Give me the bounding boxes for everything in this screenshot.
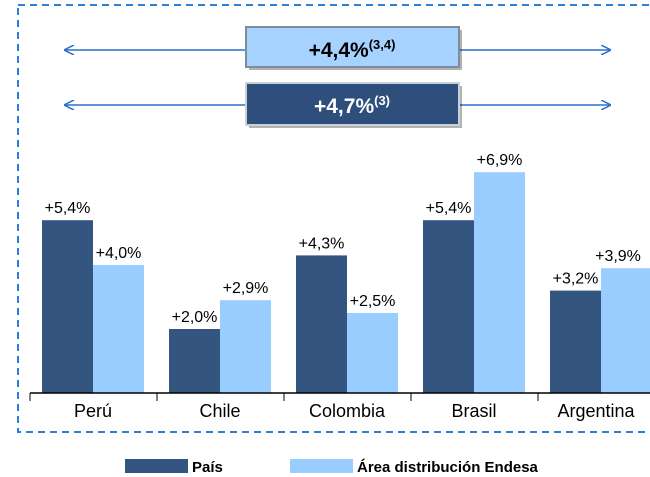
annotation-box [245, 26, 460, 68]
annotation: +4,7%(3) [314, 93, 390, 118]
value-label: +3,9% [595, 248, 641, 265]
value-label: +6,9% [477, 152, 523, 169]
value-label: +3,2% [553, 271, 599, 288]
value-label: +2,5% [350, 293, 396, 310]
legend-swatch [290, 459, 353, 473]
annotation-text: +4,7% [314, 95, 374, 118]
bar [93, 265, 144, 393]
value-label: +2,9% [223, 280, 269, 297]
x-tick-label: Argentina [557, 401, 635, 421]
x-tick-label: Colombia [309, 401, 386, 421]
bar [296, 255, 347, 393]
legend-swatch [125, 459, 188, 473]
value-label: +5,4% [45, 200, 91, 217]
annotation-text: +4,4% [309, 39, 369, 62]
annotation-superscript: (3) [374, 93, 390, 108]
annotation-superscript: (3,4) [369, 37, 396, 52]
bar [347, 313, 398, 393]
x-tick-label: Brasil [451, 401, 496, 421]
legend-label: Área distribución Endesa [357, 459, 539, 476]
bar [474, 172, 525, 393]
frame [17, 4, 650, 433]
x-tick-label: Perú [74, 401, 112, 421]
bar [601, 268, 650, 393]
value-label: +4,3% [299, 235, 345, 252]
x-tick-label: Chile [199, 401, 240, 421]
bar [220, 300, 271, 393]
annotation-box [245, 82, 460, 126]
bar [169, 329, 220, 393]
value-label: +4,0% [96, 245, 142, 262]
value-label: +2,0% [172, 309, 218, 326]
bar [550, 290, 601, 393]
legend-label: País [192, 459, 223, 476]
bar [42, 220, 93, 393]
value-label: +5,4% [426, 200, 472, 217]
bar [423, 220, 474, 393]
annotation: +4,4%(3,4) [309, 37, 396, 62]
